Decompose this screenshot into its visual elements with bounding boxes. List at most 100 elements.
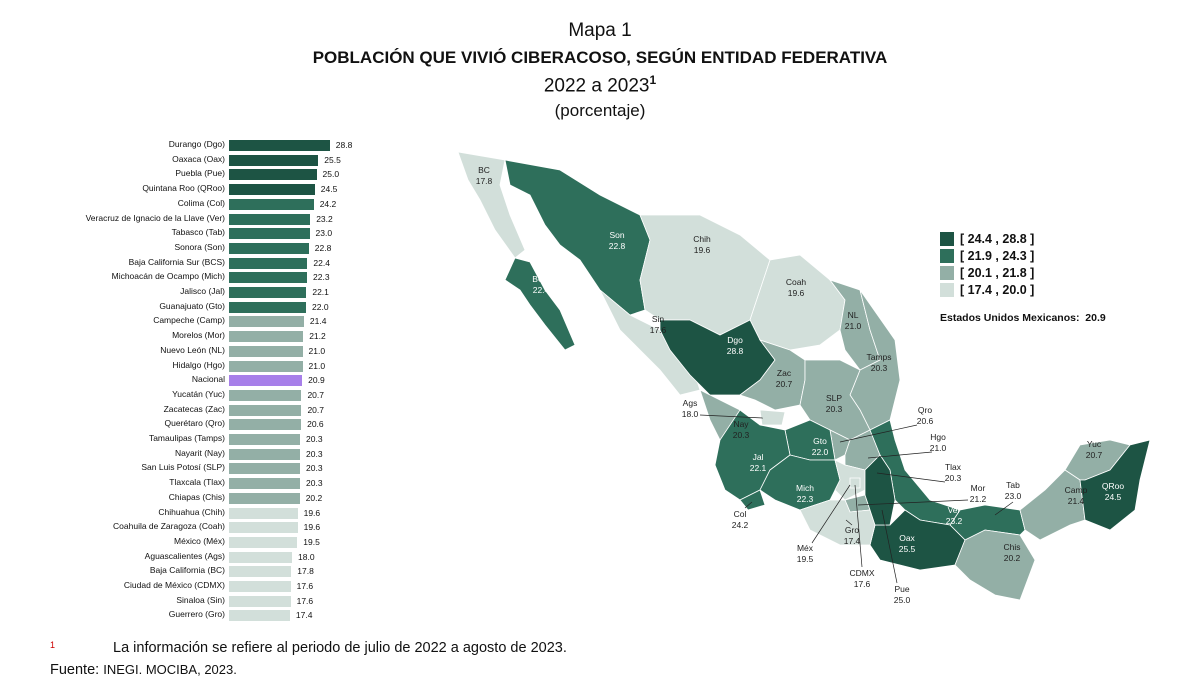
bar-label: Coahuila de Zaragoza (Coah) (113, 521, 225, 532)
state-abbr: Sin (652, 314, 665, 324)
state-abbr: NL (848, 310, 859, 320)
bar-label: Ciudad de México (CDMX) (123, 580, 225, 590)
bar-label: Aguascalientes (Ags) (144, 550, 225, 561)
state-value: 22.1 (750, 463, 767, 473)
bar (229, 581, 291, 592)
bar (229, 169, 317, 181)
bar-value: 21.0 (308, 360, 326, 371)
period-text: 2022 a 2023 (543, 75, 650, 97)
bar-label: Nacional (191, 374, 225, 385)
leader-line (839, 424, 918, 443)
state-value: 21.0 (930, 443, 947, 453)
state-abbr: QRoo (1102, 481, 1124, 491)
state-sin (599, 289, 701, 396)
bar-label: Oaxaca (Oax) (172, 153, 225, 164)
state-value: 17.6 (650, 325, 667, 335)
bar-value: 20.3 (306, 478, 323, 489)
footnote-text: La información se refiere al periodo de … (113, 640, 567, 656)
state-abbr: Qro (918, 405, 932, 415)
national-value: Estados Unidos Mexicanos: 20.9 (940, 312, 1106, 324)
bar (229, 566, 292, 578)
national-label: Estados Unidos Mexicanos: (940, 312, 1080, 324)
bar-label: Durango (Dgo) (168, 139, 225, 149)
bar-value: 20.6 (307, 419, 324, 430)
bar (229, 272, 308, 284)
bar (229, 345, 303, 357)
bar-label: Baja California (BC) (149, 565, 225, 576)
bar-value: 21.0 (308, 345, 326, 356)
bar-label: Tamaulipas (Tamps) (148, 433, 225, 443)
bar-label: Tlaxcala (Tlax) (169, 477, 225, 488)
map-number: Mapa 1 (568, 20, 632, 41)
state-value: 25.5 (899, 544, 916, 554)
bar (229, 463, 301, 475)
footnote-ref: 1 (649, 73, 657, 87)
bar-label: Sonora (Son) (174, 241, 225, 252)
leader-line (845, 519, 853, 526)
bar-label: Hidalgo (Hgo) (172, 359, 225, 370)
bar-value: 24.5 (320, 184, 338, 195)
bar-label: San Luis Potosí (SLP) (141, 462, 225, 473)
state-value: 20.7 (776, 379, 793, 389)
leader-line (867, 451, 933, 459)
leader-line (881, 509, 898, 584)
state-value: 22.4 (533, 285, 550, 295)
state-abbr: Gto (813, 436, 827, 446)
bar (229, 610, 290, 622)
state-value: 21.0 (845, 321, 862, 331)
state-value: 20.3 (945, 473, 962, 483)
bar (229, 404, 302, 416)
state-value: 18.0 (682, 409, 699, 419)
bar-value: 24.2 (319, 198, 337, 209)
state-value: 20.3 (871, 363, 888, 373)
state-value: 20.3 (826, 404, 843, 414)
state-value: 22.3 (797, 494, 814, 504)
bar-value: 25.0 (322, 169, 340, 180)
state-qroo (1079, 439, 1151, 531)
legend-label: [ 20.1 , 21.8 ] (960, 265, 1035, 280)
state-abbr: Hgo (930, 432, 946, 442)
state-abbr: BC (478, 165, 490, 175)
bar-label: Nuevo León (NL) (160, 344, 225, 355)
state-abbr: Coah (786, 277, 807, 287)
state-value: 20.7 (1086, 450, 1103, 460)
bar-value: 20.7 (307, 389, 324, 400)
state-abbr: Oax (899, 533, 915, 543)
bar-label: Puebla (Pue) (175, 168, 225, 179)
bar-label: Veracruz de Ignacio de la Llave (Ver) (85, 212, 225, 223)
bar-label: Yucatán (Yuc) (172, 388, 225, 399)
state-ags (759, 409, 786, 426)
leader-line (854, 484, 863, 568)
bar-label: Guerrero (Gro) (168, 609, 225, 620)
state-value: 24.2 (732, 520, 749, 530)
bar-value: 19.5 (303, 536, 320, 547)
bar (229, 536, 298, 548)
state-abbr: Mich (796, 483, 814, 493)
bar-label: Michoacán de Ocampo (Mich) (111, 271, 225, 282)
bar-value: 23.2 (316, 213, 333, 224)
state-pue (864, 454, 896, 526)
bar (229, 522, 298, 534)
state-abbr: SLP (826, 393, 842, 403)
bar-label: Zacatecas (Zac) (163, 403, 225, 414)
state-abbr: Camp (1065, 485, 1088, 495)
bar (229, 595, 291, 607)
bar-value: 22.1 (312, 287, 329, 297)
state-abbr: Zac (777, 368, 792, 378)
state-value: 22.8 (609, 241, 626, 251)
state-abbr: Tamps (866, 352, 891, 362)
legend-swatch (940, 248, 954, 263)
state-abbr: Yuc (1087, 439, 1102, 449)
bar-label: Tabasco (Tab) (171, 227, 225, 238)
bar (229, 257, 308, 269)
state-value: 17.6 (854, 579, 871, 589)
bar-label: Chiapas (Chis) (168, 491, 225, 502)
chart-title: POBLACIÓN QUE VIVIÓ CIBERACOSO, SEGÚN EN… (312, 48, 888, 67)
state-value: 23.0 (1005, 491, 1022, 501)
bar-value: 20.3 (306, 434, 323, 444)
bar-value: 18.0 (298, 551, 315, 562)
state-chis (954, 529, 1036, 601)
bar (229, 316, 304, 328)
leader-line (811, 484, 851, 544)
state-value: 28.8 (727, 346, 744, 356)
